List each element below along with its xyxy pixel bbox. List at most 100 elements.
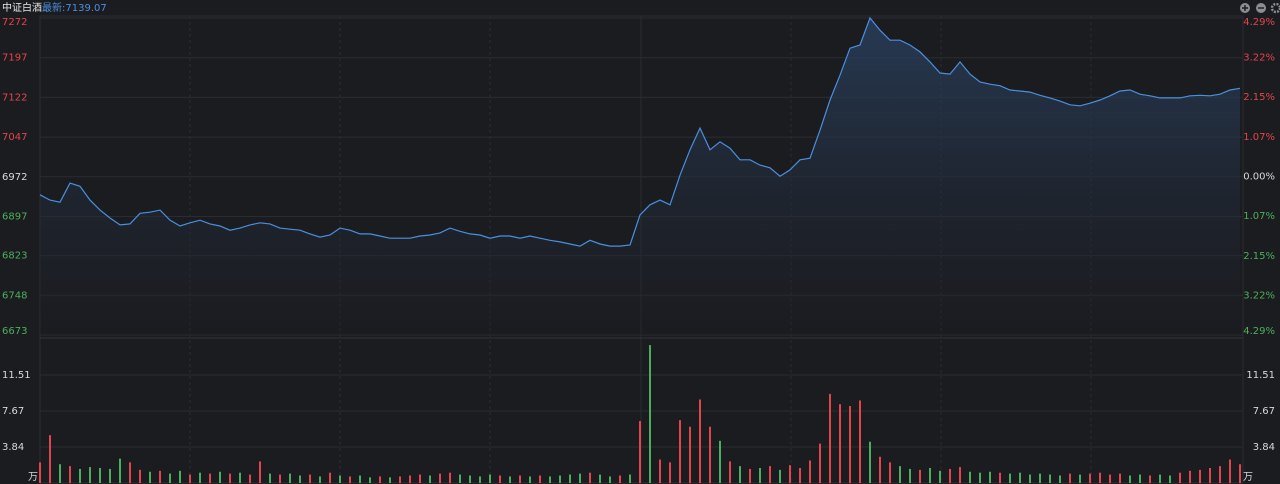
y2-tick-label: 2.15% <box>1243 251 1275 262</box>
volume-bar <box>529 476 531 483</box>
volume-bar <box>119 458 121 483</box>
volume-bar <box>679 420 681 483</box>
volume-bar <box>179 470 181 483</box>
volume-bar <box>329 472 331 483</box>
volume-bar <box>1029 474 1031 483</box>
volume-bar <box>509 476 511 483</box>
volume-tick-label: 7.67 <box>1253 406 1275 417</box>
volume-bar <box>629 474 631 483</box>
volume-bar <box>389 477 391 483</box>
volume-bar <box>709 426 711 483</box>
volume-bar <box>59 464 61 483</box>
volume-bar <box>1059 475 1061 483</box>
volume-bar <box>809 460 811 483</box>
volume-bar <box>189 474 191 483</box>
volume-bar <box>739 466 741 483</box>
volume-bar <box>669 462 671 483</box>
volume-bar <box>1129 475 1131 483</box>
volume-bar <box>399 476 401 483</box>
volume-bar <box>839 404 841 483</box>
volume-bar <box>759 467 761 483</box>
volume-bar <box>89 467 91 483</box>
volume-bar <box>769 466 771 483</box>
volume-bar <box>729 461 731 483</box>
volume-bar <box>159 470 161 483</box>
y-tick-label: 6823 <box>2 251 27 262</box>
y2-tick-label: 3.22% <box>1243 53 1275 64</box>
volume-tick-label: 11.51 <box>1246 370 1275 381</box>
volume-bar <box>439 473 441 483</box>
volume-unit: 万 <box>1243 472 1253 483</box>
volume-bar <box>479 476 481 483</box>
volume-bar <box>869 441 871 483</box>
volume-bar <box>229 473 231 483</box>
volume-bar <box>1039 473 1041 483</box>
volume-bar <box>929 467 931 483</box>
volume-bar <box>1139 474 1141 483</box>
volume-bar <box>749 468 751 483</box>
volume-bar <box>169 473 171 483</box>
volume-bar <box>469 475 471 483</box>
volume-bar <box>569 474 571 483</box>
volume-bar <box>499 475 501 483</box>
y-tick-label: 7272 <box>2 17 27 28</box>
volume-bar <box>419 474 421 483</box>
volume-bar <box>359 475 361 483</box>
volume-bar <box>1189 470 1191 483</box>
volume-bar <box>579 473 581 483</box>
volume-bar <box>239 472 241 483</box>
y-tick-label: 6748 <box>2 290 27 301</box>
volume-bar <box>1069 473 1071 483</box>
volume-bar <box>979 472 981 483</box>
y2-tick-label: 4.29% <box>1243 17 1275 28</box>
volume-bar <box>999 472 1001 483</box>
y2-tick-label: 2.15% <box>1243 92 1275 103</box>
volume-bar <box>919 469 921 483</box>
y-tick-label: 6673 <box>2 326 27 337</box>
volume-bar <box>689 426 691 483</box>
volume-bar <box>819 443 821 483</box>
volume-bar <box>309 474 311 483</box>
volume-bar <box>1209 467 1211 483</box>
volume-bar <box>1109 474 1111 483</box>
volume-bar <box>899 466 901 483</box>
volume-bar <box>1009 473 1011 483</box>
volume-bar <box>639 421 641 483</box>
volume-bar <box>449 472 451 483</box>
volume-bar <box>619 475 621 483</box>
volume-tick-label: 3.84 <box>2 442 24 453</box>
volume-bar <box>299 475 301 483</box>
volume-bar <box>289 473 291 483</box>
volume-bar <box>1149 475 1151 483</box>
y2-tick-label: 1.07% <box>1243 132 1275 143</box>
volume-bar <box>209 473 211 483</box>
volume-bar <box>259 461 261 483</box>
volume-bar <box>199 472 201 483</box>
volume-bar <box>879 456 881 483</box>
volume-bar <box>1049 474 1051 483</box>
y-tick-label: 6897 <box>2 211 27 222</box>
volume-bar <box>609 476 611 483</box>
volume-tick-label: 7.67 <box>2 406 24 417</box>
volume-bar <box>1099 472 1101 483</box>
volume-bar <box>109 468 111 483</box>
index-name: 中证白酒 <box>2 1 42 14</box>
volume-bar <box>859 400 861 483</box>
volume-bar <box>149 471 151 483</box>
volume-bar <box>279 474 281 483</box>
volume-bar <box>1019 472 1021 483</box>
volume-bar <box>1199 469 1201 483</box>
volume-bar <box>1239 464 1241 483</box>
y2-tick-label: 0.00% <box>1243 172 1275 183</box>
volume-bar <box>349 476 351 483</box>
volume-bar <box>339 475 341 483</box>
volume-bar <box>39 462 41 483</box>
volume-bar <box>1089 473 1091 483</box>
zoom-in-icon <box>1242 5 1248 11</box>
volume-bar <box>659 459 661 483</box>
volume-bar <box>409 475 411 483</box>
volume-bar <box>249 474 251 483</box>
volume-bar <box>589 472 591 483</box>
volume-bar <box>939 470 941 483</box>
